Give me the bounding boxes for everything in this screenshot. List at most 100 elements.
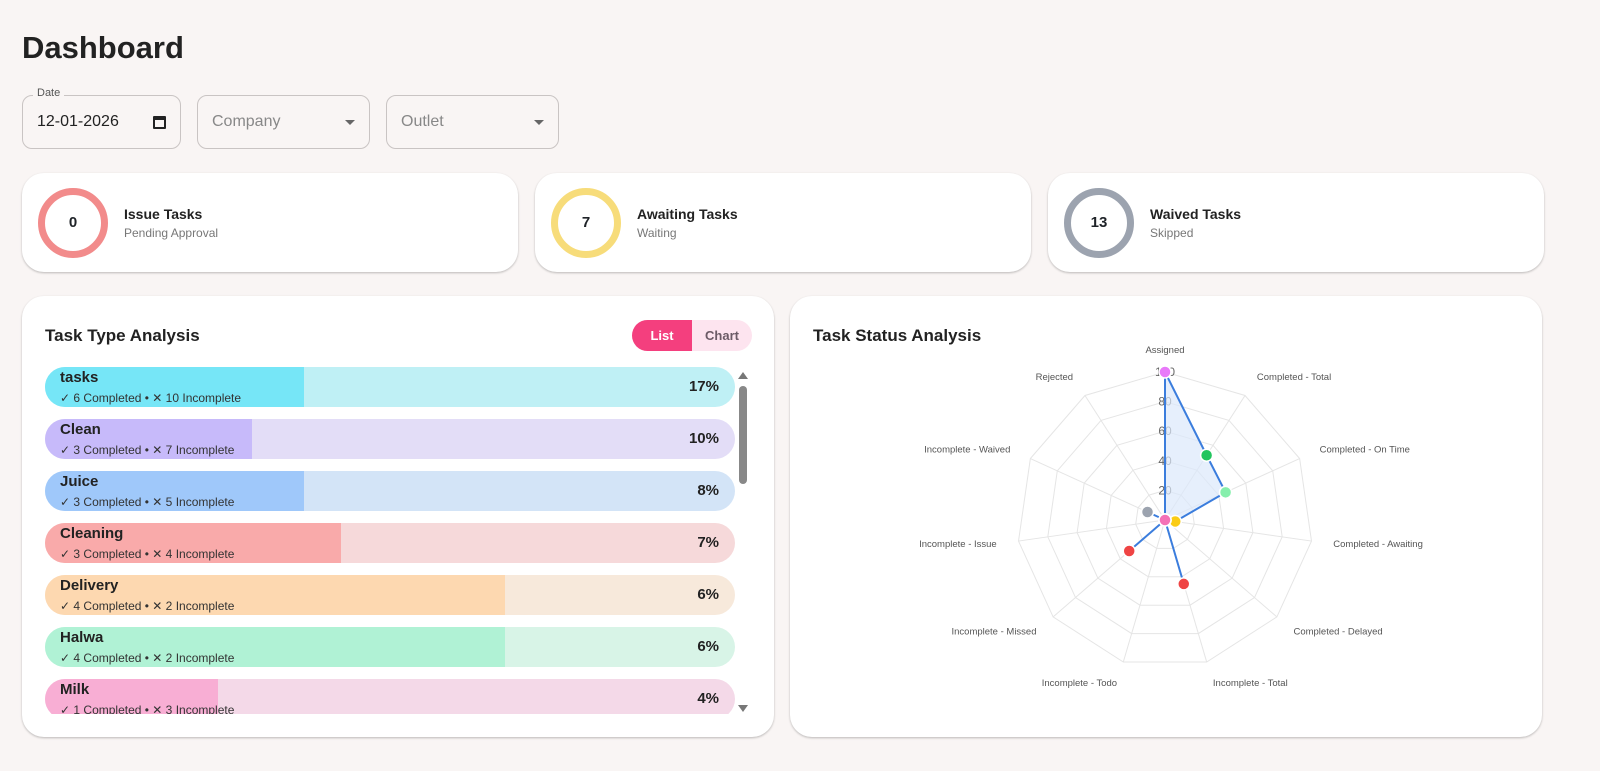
- task-type-name: Delivery: [60, 577, 119, 594]
- company-select[interactable]: Company: [197, 95, 370, 149]
- task-type-percent: 6%: [697, 638, 719, 655]
- task-type-item[interactable]: Juice ✓ 3 Completed • ✕ 5 Incomplete 8%: [45, 471, 735, 511]
- progress-fill: [45, 471, 304, 511]
- task-type-stats: ✓ 3 Completed • ✕ 4 Incomplete: [60, 547, 235, 561]
- scrollbar[interactable]: [738, 372, 748, 712]
- task-type-stats: ✓ 4 Completed • ✕ 2 Incomplete: [60, 599, 235, 613]
- progress-fill: [45, 419, 252, 459]
- task-type-percent: 10%: [688, 430, 719, 447]
- task-type-name: Halwa: [60, 629, 104, 646]
- task-type-name: Juice: [60, 473, 99, 490]
- axis-label: Incomplete - Total: [1213, 678, 1288, 689]
- company-placeholder: Company: [212, 113, 281, 130]
- task-type-list: tasks ✓ 6 Completed • ✕ 10 Incomplete 17…: [45, 367, 735, 714]
- stat-ring: 7: [551, 187, 621, 258]
- view-toggle: List Chart: [632, 320, 752, 351]
- stat-card: 7 Awaiting Tasks Waiting: [535, 173, 1031, 272]
- axis-label: Incomplete - Todo: [1042, 678, 1117, 689]
- axis-label: Completed - Awaiting: [1333, 539, 1423, 550]
- task-type-stats: ✓ 3 Completed • ✕ 5 Incomplete: [60, 495, 235, 509]
- progress-fill: [45, 575, 505, 615]
- task-type-name: tasks: [60, 369, 99, 386]
- data-point: [1140, 505, 1155, 519]
- stat-subtitle: Waiting: [637, 225, 677, 240]
- grid-spoke: [1164, 519, 1312, 542]
- data-polygon: [1128, 371, 1227, 585]
- date-field[interactable]: Date 12-01-2026: [22, 87, 181, 149]
- task-type-title: Task Type Analysis: [45, 326, 200, 345]
- outlet-select[interactable]: Outlet: [386, 95, 559, 149]
- progress-fill: [45, 367, 304, 407]
- stat-card: 0 Issue Tasks Pending Approval: [22, 173, 518, 272]
- task-type-stats: ✓ 4 Completed • ✕ 2 Incomplete: [60, 651, 235, 665]
- scroll-up-arrow-icon[interactable]: [738, 372, 748, 379]
- grid-ring: [1047, 401, 1283, 635]
- outlet-placeholder: Outlet: [401, 113, 444, 130]
- stat-subtitle: Skipped: [1150, 225, 1194, 240]
- data-point: [1177, 577, 1191, 591]
- task-type-panel: Task Type Analysis List Chart tasks ✓ 6 …: [22, 296, 774, 737]
- grid-ring: [1017, 371, 1313, 663]
- task-type-percent: 6%: [697, 586, 719, 603]
- task-type-percent: 7%: [697, 534, 719, 551]
- stat-title: Waived Tasks: [1150, 205, 1242, 222]
- scrollbar-thumb[interactable]: [739, 386, 747, 484]
- task-type-stats: ✓ 6 Completed • ✕ 10 Incomplete: [60, 391, 242, 405]
- chevron-down-icon: [534, 119, 544, 125]
- stat-value: 7: [581, 214, 591, 231]
- axis-label: Incomplete - Missed: [952, 626, 1037, 637]
- task-type-percent: 8%: [697, 482, 719, 499]
- grid-spoke: [1084, 395, 1166, 521]
- axis-label: Completed - Delayed: [1293, 626, 1382, 637]
- task-type-name: Clean: [60, 421, 101, 438]
- data-point: [1158, 513, 1172, 527]
- task-type-item[interactable]: Delivery ✓ 4 Completed • ✕ 2 Incomplete …: [45, 575, 735, 615]
- scroll-down-arrow-icon[interactable]: [738, 705, 748, 712]
- data-point: [1158, 365, 1172, 379]
- data-point: [1218, 485, 1233, 500]
- date-value[interactable]: 12-01-2026: [37, 113, 119, 130]
- data-point: [1199, 448, 1214, 463]
- stat-subtitle: Pending Approval: [124, 225, 219, 240]
- task-type-item[interactable]: Milk ✓ 1 Completed • ✕ 3 Incomplete 4%: [45, 679, 735, 714]
- axis-label: Completed - On Time: [1320, 444, 1410, 455]
- task-type-percent: 17%: [688, 378, 719, 395]
- axis-label: Incomplete - Waived: [924, 444, 1010, 455]
- task-type-item[interactable]: Halwa ✓ 4 Completed • ✕ 2 Incomplete 6%: [45, 627, 735, 667]
- progress-fill: [45, 523, 341, 563]
- stat-card: 13 Waived Tasks Skipped: [1048, 173, 1544, 272]
- task-type-item[interactable]: Cleaning ✓ 3 Completed • ✕ 4 Incomplete …: [45, 523, 735, 563]
- stat-ring: 0: [38, 187, 108, 258]
- stat-ring: 13: [1064, 187, 1134, 258]
- stat-title: Awaiting Tasks: [637, 205, 738, 222]
- date-label: Date: [33, 87, 65, 99]
- stat-title: Issue Tasks: [124, 205, 203, 222]
- stat-value: 0: [68, 214, 78, 231]
- chart-toggle-button[interactable]: Chart: [705, 328, 739, 343]
- radar-chart: Assigned Completed - Total Completed - On …: [919, 345, 1423, 689]
- task-type-name: Cleaning: [60, 525, 124, 542]
- grid-ring: [1076, 430, 1254, 606]
- page-title: Dashboard: [22, 30, 184, 65]
- axis-label: Rejected: [1036, 372, 1074, 383]
- axis-label: Incomplete - Issue: [919, 539, 997, 550]
- task-status-title: Task Status Analysis: [813, 326, 982, 345]
- task-type-percent: 4%: [697, 690, 719, 707]
- task-type-stats: ✓ 1 Completed • ✕ 3 Incomplete: [60, 703, 235, 714]
- task-type-name: Milk: [60, 681, 90, 698]
- progress-fill: [45, 679, 218, 714]
- calendar-icon[interactable]: [153, 115, 166, 129]
- axis-label: Assigned: [1145, 345, 1184, 356]
- grid-spoke: [1018, 519, 1166, 542]
- task-status-panel: Task Status Analysis Assigned Completed -…: [790, 296, 1542, 737]
- list-toggle-button[interactable]: List: [632, 320, 692, 351]
- stat-value: 13: [1090, 214, 1108, 231]
- data-point: [1122, 544, 1136, 558]
- axis-label: Completed - Total: [1257, 372, 1331, 383]
- chevron-down-icon: [345, 119, 355, 125]
- task-type-item[interactable]: tasks ✓ 6 Completed • ✕ 10 Incomplete 17…: [45, 367, 735, 407]
- grid-spoke: [1164, 519, 1278, 618]
- task-type-item[interactable]: Clean ✓ 3 Completed • ✕ 7 Incomplete 10%: [45, 419, 735, 459]
- progress-fill: [45, 627, 505, 667]
- task-type-stats: ✓ 3 Completed • ✕ 7 Incomplete: [60, 443, 235, 457]
